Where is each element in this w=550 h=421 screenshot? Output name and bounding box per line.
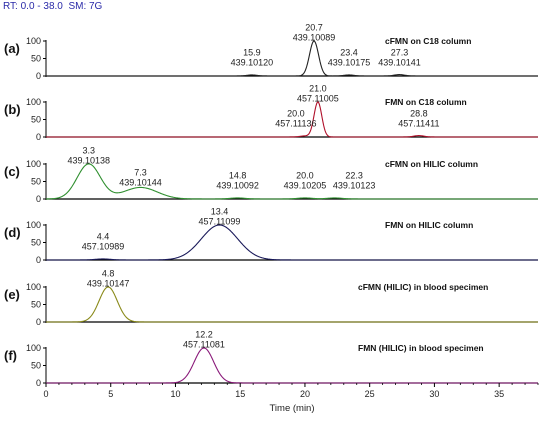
y-tick-label: 0 [36,71,41,81]
x-tick-label: 10 [170,389,180,399]
chromatogram-trace [45,163,538,200]
y-tick-label: 0 [36,255,41,265]
peak-rt-label: 12.2 [195,329,213,339]
peak-rt-label: 14.8 [229,171,247,181]
sm-value: 7G [89,1,103,12]
header-readout: RT: 0.0 - 38.0 SM: 7G [3,1,102,12]
y-tick-label: 50 [31,361,41,371]
peak-mz-label: 439.10141 [378,58,421,68]
x-tick-label: 20 [300,389,310,399]
peak-rt-label: 20.0 [296,171,314,181]
panel-letter: (b) [4,102,21,117]
peak-rt-label: 4.8 [102,268,115,278]
y-tick-label: 100 [26,220,41,230]
chromatogram-trace [46,286,538,323]
x-axis-label: Time (min) [269,403,314,414]
panel-title: FMN (HILIC) in blood specimen [358,343,484,353]
y-tick-label: 50 [31,300,41,310]
peak-mz-label: 439.10092 [216,181,259,191]
peak-mz-label: 439.10147 [87,278,130,288]
peak-rt-label: 22.3 [345,171,363,181]
peak-mz-label: 439.10120 [231,58,274,68]
rt-range: 0.0 - 38.0 [20,1,63,12]
peak-rt-label: 20.7 [305,22,323,32]
peak-rt-label: 13.4 [211,206,229,216]
sm-label: SM: [68,1,87,12]
panel-title: cFMN on HILIC column [385,159,478,169]
chromatogram-trace [46,347,538,384]
y-tick-label: 50 [31,177,41,187]
x-tick-label: 30 [429,389,439,399]
peak-mz-label: 457.11081 [183,339,225,349]
panel-letter: (d) [4,225,21,240]
panel-letter: (c) [4,164,20,179]
peak-mz-label: 439.10205 [284,181,327,191]
y-tick-label: 100 [26,159,41,169]
panel-title: cFMN (HILIC) in blood specimen [358,282,488,292]
chromatogram-trace [46,101,538,138]
chromatogram-trace [46,40,538,77]
panel-title: FMN on C18 column [385,97,467,107]
peak-mz-label: 439.10144 [119,178,162,188]
y-tick-label: 100 [26,343,41,353]
peak-rt-label: 27.3 [391,48,409,58]
peak-rt-label: 7.3 [134,168,147,178]
x-tick-label: 5 [108,389,113,399]
y-tick-label: 0 [36,378,41,388]
peak-rt-label: 3.3 [82,145,95,155]
panel-title: cFMN on C18 column [385,36,471,46]
peak-mz-label: 439.10089 [293,32,336,42]
x-tick-label: 35 [494,389,504,399]
peak-rt-label: 21.0 [309,83,327,93]
x-tick-label: 15 [235,389,245,399]
y-tick-label: 50 [31,238,41,248]
y-tick-label: 100 [26,97,41,107]
x-tick-label: 25 [365,389,375,399]
peak-mz-label: 457.11099 [199,216,241,226]
peak-mz-label: 457.11005 [297,93,339,103]
panel-letter: (f) [4,348,17,363]
y-tick-label: 100 [26,282,41,292]
panel-title: FMN on HILIC column [385,220,473,230]
y-tick-label: 50 [31,115,41,125]
rt-label: RT: [3,1,18,12]
peak-rt-label: 23.4 [340,48,358,58]
peak-mz-label: 457.11411 [398,119,439,129]
x-tick-label: 0 [43,389,48,399]
peak-rt-label: 20.0 [287,109,305,119]
peak-mz-label: 439.10123 [333,181,376,191]
y-tick-label: 0 [36,317,41,327]
peak-mz-label: 457.11136 [275,119,316,129]
peak-rt-label: 4.4 [97,232,110,242]
peak-mz-label: 439.10138 [67,155,110,165]
y-tick-label: 0 [36,132,41,142]
y-tick-label: 0 [36,194,41,204]
chromatogram-trace [46,224,538,261]
y-tick-label: 50 [31,54,41,64]
peak-mz-label: 457.10989 [82,242,125,252]
y-tick-label: 100 [26,36,41,46]
peak-rt-label: 28.8 [410,109,428,119]
panel-letter: (e) [4,287,20,302]
peak-rt-label: 15.9 [243,48,261,58]
panel-letter: (a) [4,41,20,56]
peak-mz-label: 439.10175 [328,58,371,68]
